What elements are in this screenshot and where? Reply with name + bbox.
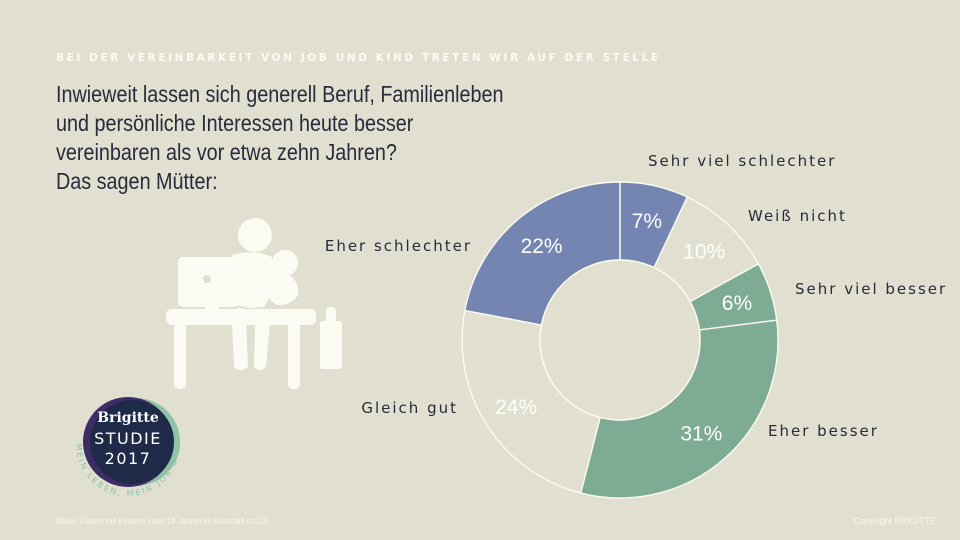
category-label-sehr-viel-besser: Sehr viel besser	[795, 280, 947, 298]
value-label-eher-besser: 31%	[680, 422, 722, 445]
logo-year: 2017	[105, 449, 152, 468]
category-label-gleich-gut: Gleich gut	[361, 399, 458, 417]
question-line: vereinbaren als vor etwa zehn Jahren?	[56, 139, 397, 165]
category-label-sehr-viel-schlechter: Sehr viel schlechter	[648, 152, 836, 170]
donut-value-labels: 7% 10% 6% 31% 24% 22%	[495, 210, 752, 445]
logo-studie: STUDIE	[94, 429, 162, 448]
basis-footnote: Basis: Frauen mit Kindern unter 18 Jahre…	[56, 516, 269, 526]
value-label-weiss-nicht: 10%	[683, 240, 725, 263]
category-label-eher-schlechter: Eher schlechter	[325, 237, 472, 255]
donut-hole	[539, 259, 701, 421]
logo-brand: Brigitte	[97, 410, 159, 426]
value-label-gleich-gut: 24%	[495, 396, 537, 419]
question-title: Inwieweit lassen sich generell Beruf, Fa…	[56, 80, 504, 196]
category-label-weiss-nicht: Weiß nicht	[748, 207, 847, 225]
mother-with-baby-at-desk-icon	[166, 218, 342, 389]
kicker-headline: BEI DER VEREINBARKEIT VON JOB UND KIND T…	[56, 52, 661, 64]
donut-category-labels: Sehr viel schlechter Weiß nicht Sehr viel …	[325, 152, 947, 440]
copyright-notice: Copyright BRIGITTE	[853, 516, 936, 526]
question-line: Inwieweit lassen sich generell Beruf, Fa…	[56, 81, 504, 107]
donut-slices	[461, 181, 779, 499]
category-label-eher-besser: Eher besser	[768, 422, 879, 440]
value-label-sehr-viel-schlechter: 7%	[632, 210, 662, 233]
question-line: Das sagen Mütter:	[56, 168, 218, 194]
value-label-eher-schlechter: 22%	[521, 235, 563, 258]
brigitte-studie-logo: Brigitte STUDIE 2017 MEIN LEBEN, MEIN JO…	[58, 392, 180, 498]
question-line: und persönliche Interessen heute besser	[56, 110, 414, 136]
logo-navy-disc	[90, 400, 174, 484]
value-label-sehr-viel-besser: 6%	[722, 292, 752, 315]
